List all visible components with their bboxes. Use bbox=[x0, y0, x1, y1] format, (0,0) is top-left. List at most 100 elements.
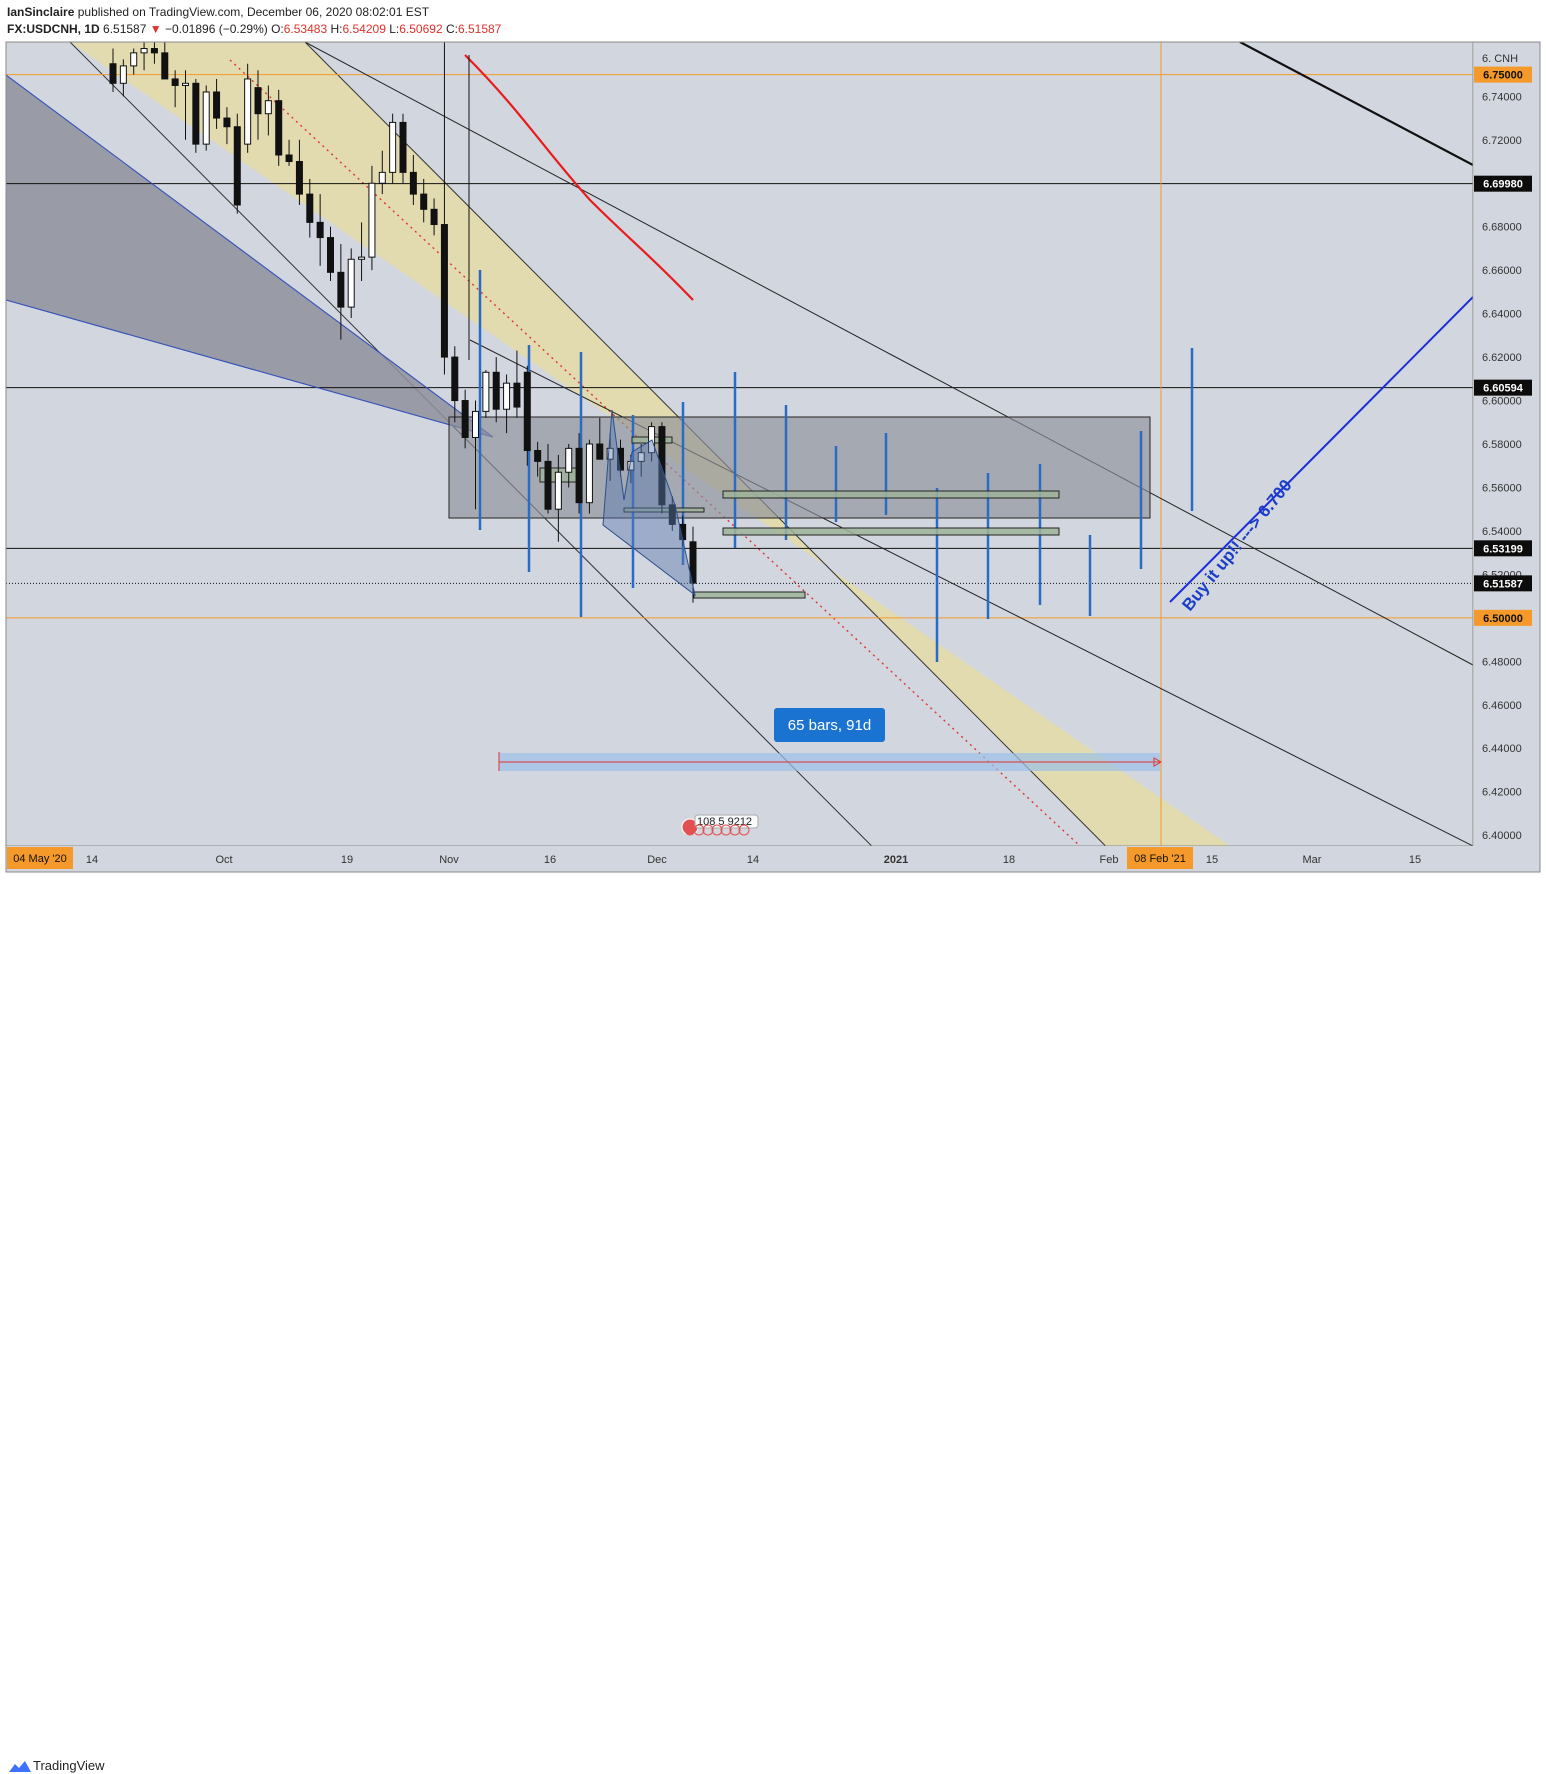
candle-body bbox=[109, 63, 117, 84]
price-axis[interactable]: 6. CNH6.740006.720006.700006.680006.6600… bbox=[1474, 42, 1540, 846]
event-circle bbox=[684, 824, 696, 836]
time-tick-label: Feb bbox=[1100, 854, 1119, 866]
candle-body bbox=[554, 471, 562, 510]
candle-body bbox=[202, 91, 210, 145]
candle-body bbox=[565, 447, 573, 473]
candle-body bbox=[254, 87, 262, 115]
open-label: O: bbox=[271, 22, 284, 36]
close-value: 6.51587 bbox=[457, 22, 502, 36]
channel-upper-border bbox=[304, 42, 1107, 846]
event-circles bbox=[684, 824, 750, 836]
price-label: 6.53199 bbox=[1483, 543, 1523, 555]
ohlc-legend: FX:USDCNH, 1D 6.51587 ▼ −0.01896 (−0.29%… bbox=[7, 22, 501, 36]
zone-rect bbox=[722, 527, 1060, 536]
publish-text: published on TradingView.com, December 0… bbox=[77, 5, 430, 19]
candle-body bbox=[347, 258, 355, 308]
candle-body bbox=[513, 382, 521, 408]
high-value: 6.54209 bbox=[342, 22, 386, 36]
price-tick-label: 6.66000 bbox=[1482, 265, 1522, 277]
range-label-box: 65 bars, 91d bbox=[774, 708, 885, 742]
candle-body bbox=[192, 82, 200, 145]
candle-body bbox=[358, 256, 366, 260]
candle-body bbox=[244, 78, 252, 145]
candle-body bbox=[637, 452, 645, 462]
buy-trend-line bbox=[1169, 296, 1473, 603]
candle-body bbox=[689, 541, 697, 584]
low-label: L: bbox=[389, 22, 400, 36]
candle-body bbox=[440, 224, 448, 358]
chart-footer: TradingView bbox=[0, 876, 1546, 1773]
candle-body bbox=[295, 161, 303, 195]
start-date-label: 04 May '20 bbox=[13, 853, 66, 865]
range-label-bg bbox=[774, 708, 885, 742]
price-label-bg bbox=[1474, 175, 1532, 192]
zone-rect bbox=[722, 490, 1060, 499]
candle-body bbox=[368, 182, 376, 258]
candle-body bbox=[337, 271, 345, 308]
marker-date-bg bbox=[1127, 847, 1193, 869]
price-label-bg bbox=[1474, 379, 1532, 396]
price-tick-label: 6.62000 bbox=[1482, 352, 1522, 364]
time-tick-label: 14 bbox=[86, 854, 98, 866]
author-name[interactable]: IanSinclaire bbox=[7, 5, 75, 19]
candle-body bbox=[150, 48, 158, 54]
events-text: 108 5 9212 bbox=[697, 816, 752, 828]
candle-body bbox=[606, 447, 614, 460]
time-tick-label: 15 bbox=[1206, 854, 1218, 866]
candle-body bbox=[119, 65, 127, 84]
price-tick-label: 6.44000 bbox=[1482, 743, 1522, 755]
date-range-measure bbox=[498, 752, 1163, 771]
wedge-edge-2 bbox=[6, 299, 494, 438]
candle-body bbox=[275, 100, 283, 156]
marker-date-label: 08 Feb '21 bbox=[1134, 853, 1186, 865]
candle-body bbox=[648, 426, 656, 454]
time-tick-label: 14 bbox=[747, 854, 759, 866]
candle-body bbox=[233, 126, 241, 206]
candle-body bbox=[461, 400, 469, 438]
candle-body bbox=[161, 52, 169, 80]
time-tick-label: 18 bbox=[1003, 854, 1015, 866]
time-tick-label: 16 bbox=[544, 854, 556, 866]
close-label: C: bbox=[445, 22, 458, 36]
candle-body bbox=[492, 371, 500, 410]
price-change: −0.01896 (−0.29%) bbox=[164, 22, 268, 36]
price-tick-label: 6.68000 bbox=[1482, 222, 1522, 234]
price-label: 6.51587 bbox=[1483, 578, 1523, 590]
low-value: 6.50692 bbox=[399, 22, 443, 36]
candle-body bbox=[223, 117, 231, 128]
price-tick-label: 6.58000 bbox=[1482, 439, 1522, 451]
time-axis[interactable]: 14 Oct 19 Nov 16 Dec 14 2021 18 Feb 15 Mar 15 04 May … bbox=[6, 846, 1540, 872]
events-badge[interactable]: 108 5 9212 bbox=[681, 814, 759, 836]
tradingview-logo-icon[interactable] bbox=[8, 1758, 32, 1774]
price-chart[interactable]: 65 bars, 91d 108 5 9212 Buy it up!! --->… bbox=[0, 0, 1546, 909]
events-strip bbox=[694, 814, 759, 829]
candle-body bbox=[503, 382, 511, 410]
candle-body bbox=[430, 208, 438, 226]
candle-body bbox=[585, 443, 593, 504]
chart-frame bbox=[5, 41, 1541, 873]
event-circle bbox=[720, 824, 732, 836]
candle-body bbox=[451, 356, 459, 402]
candle-body bbox=[378, 171, 386, 184]
symbol-label[interactable]: FX:USDCNH, 1D bbox=[7, 22, 100, 36]
open-value: 6.53483 bbox=[283, 22, 328, 36]
event-circle bbox=[693, 824, 705, 836]
candles bbox=[109, 42, 697, 603]
candle-body bbox=[575, 447, 583, 504]
candle-body bbox=[316, 221, 324, 239]
candle-body bbox=[140, 48, 148, 54]
zone-rect bbox=[623, 507, 705, 513]
tradingview-brand[interactable]: TradingView bbox=[33, 1758, 105, 1773]
price-tick-label: 6.56000 bbox=[1482, 482, 1522, 494]
event-circle bbox=[711, 824, 723, 836]
price-label-bg bbox=[1474, 66, 1532, 83]
time-tick-label: 2021 bbox=[884, 854, 908, 866]
price-tick-label: 6.74000 bbox=[1482, 91, 1522, 103]
chart-header: IanSinclaire published on TradingView.co… bbox=[0, 0, 1546, 42]
zone-rect bbox=[693, 591, 806, 599]
candle-body bbox=[523, 371, 531, 452]
candle-body bbox=[130, 52, 138, 67]
high-label: H: bbox=[330, 22, 343, 36]
time-tick-label: Mar bbox=[1303, 854, 1322, 866]
price-label: 6.50000 bbox=[1483, 613, 1523, 625]
